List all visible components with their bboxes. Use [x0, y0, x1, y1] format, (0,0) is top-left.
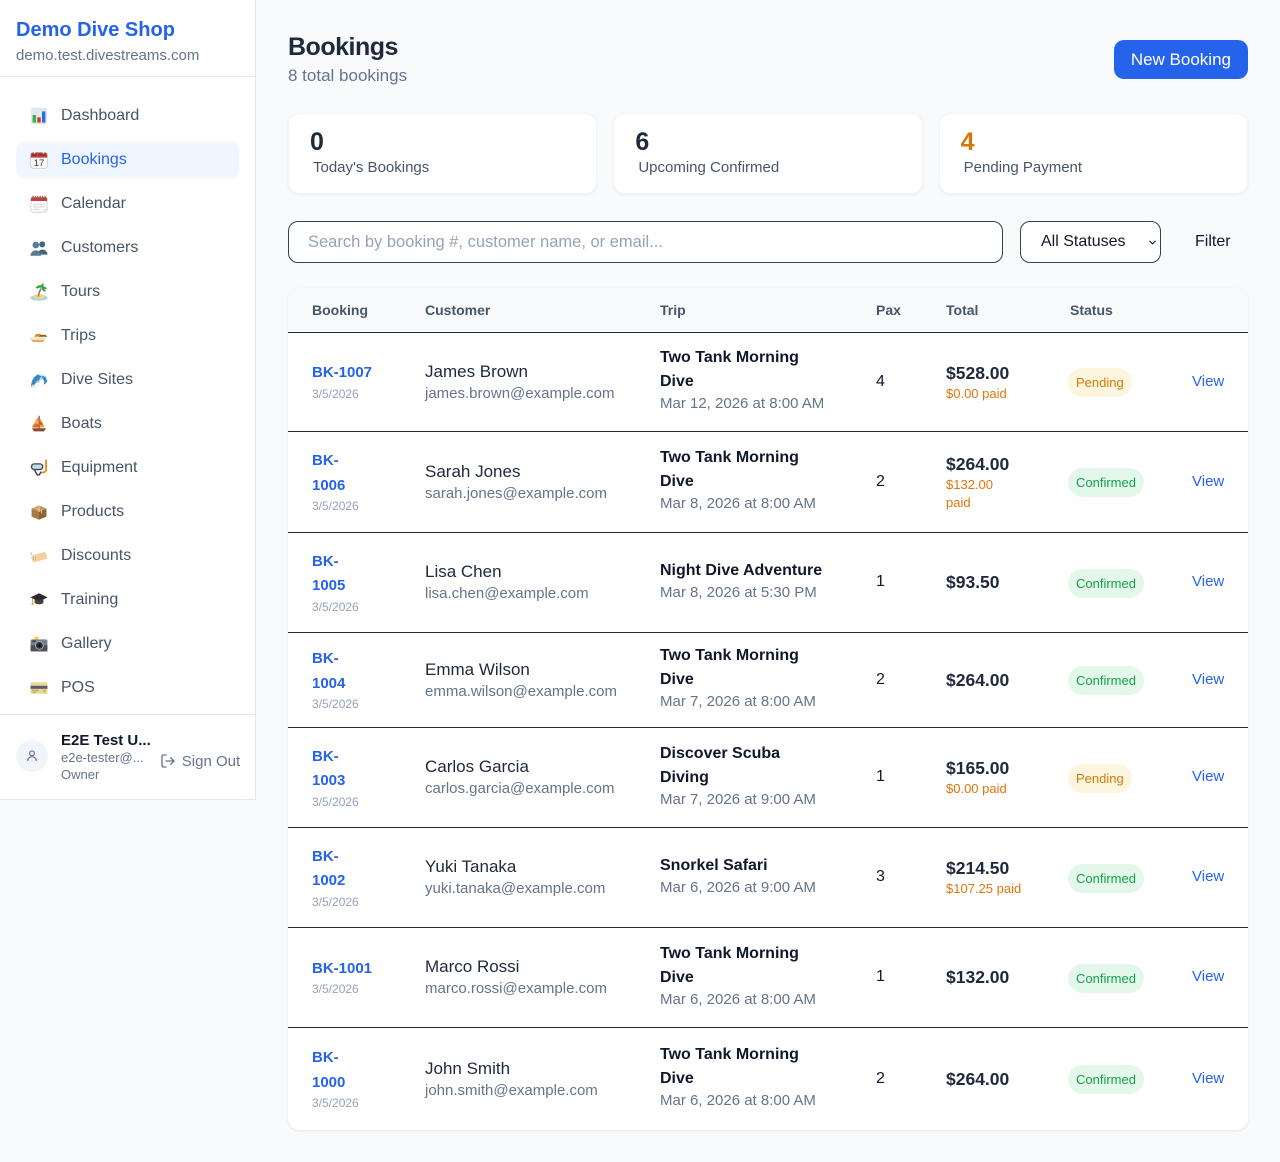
svg-text:17: 17: [34, 158, 45, 169]
